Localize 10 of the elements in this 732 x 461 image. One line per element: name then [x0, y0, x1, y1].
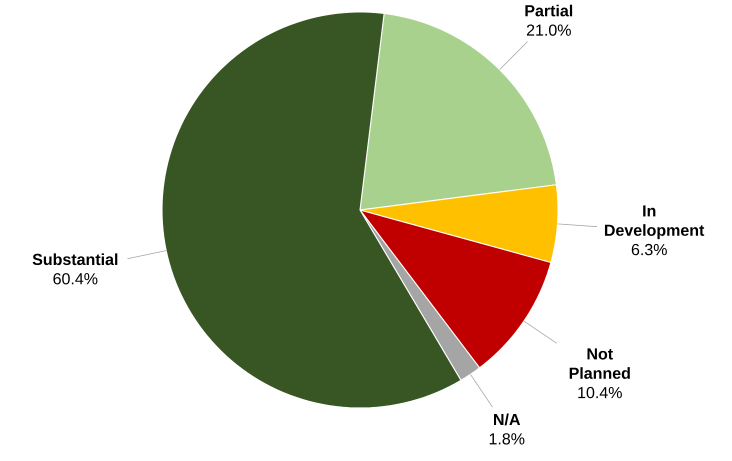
data-label: 1.8% — [490, 433, 524, 445]
data-label: 10.4% — [578, 386, 622, 398]
slice-label: Substantial — [32, 253, 118, 266]
slice-label: Partial — [525, 4, 572, 16]
data-label: 21.0% — [526, 24, 571, 36]
slice-label: In Development — [604, 205, 704, 240]
data-label: 6.3% — [632, 244, 667, 256]
slice-label: Not Planned — [570, 348, 630, 379]
slice-label: N/A — [494, 413, 520, 426]
data-label: 60.4% — [53, 273, 98, 284]
